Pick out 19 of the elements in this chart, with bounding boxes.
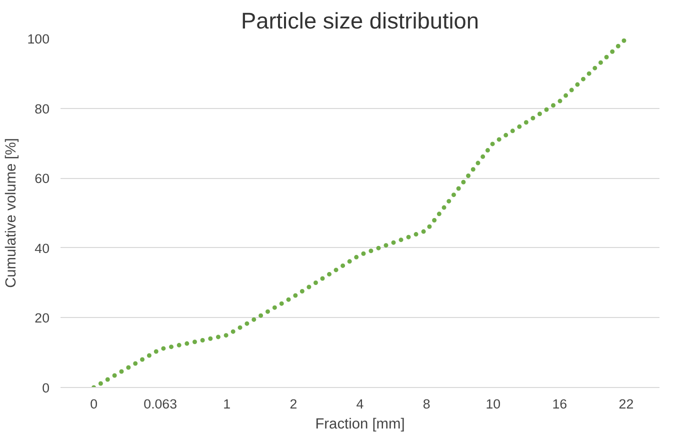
x-tick-label: 10 (486, 396, 501, 412)
line-series (92, 38, 628, 388)
y-tick-label: 20 (34, 310, 50, 326)
y-tick-label: 80 (34, 101, 50, 116)
x-tick-label: 22 (618, 396, 634, 412)
y-tick-label: 100 (27, 32, 50, 46)
x-tick-label: 1 (223, 396, 231, 412)
x-tick-label: 2 (290, 396, 298, 412)
x-tick-label: 16 (552, 396, 568, 412)
y-tick-label: 60 (34, 171, 50, 186)
x-axis-title: Fraction [mm] (315, 416, 405, 432)
x-tick-label: 4 (356, 396, 364, 412)
x-tick-label: 0 (90, 396, 98, 412)
chart-title: Particle size distribution (241, 8, 480, 34)
x-tick-label: 8 (422, 396, 430, 412)
y-axis-title: Cumulative volume [%] (3, 138, 20, 288)
y-tick-label: 40 (34, 240, 50, 256)
x-tick-label: 0.063 (144, 396, 178, 412)
y-tick-label: 0 (42, 380, 50, 396)
